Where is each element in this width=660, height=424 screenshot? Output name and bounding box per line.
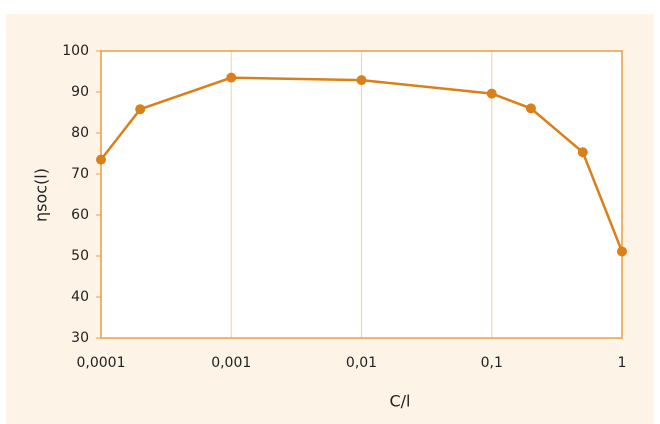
point bbox=[135, 104, 146, 115]
x-axis-label: C/l bbox=[389, 392, 410, 411]
y-tick-label: 90 bbox=[71, 84, 89, 100]
line bbox=[100, 76, 624, 252]
x-tick-label: 1 bbox=[618, 355, 627, 371]
y-tick-label: 40 bbox=[71, 289, 89, 305]
x-tick-label: 0,0001 bbox=[77, 355, 126, 371]
point bbox=[226, 72, 237, 83]
y-tick-label: 60 bbox=[71, 207, 89, 223]
point bbox=[356, 75, 367, 86]
y-tick-label: 100 bbox=[62, 43, 89, 59]
y-axis-label: ηsoc(l) bbox=[32, 168, 51, 222]
plot-border bbox=[100, 50, 623, 339]
y-tick-label: 50 bbox=[71, 248, 89, 264]
point bbox=[96, 154, 106, 165]
point bbox=[486, 88, 497, 99]
point bbox=[525, 103, 536, 114]
y-tick-label: 80 bbox=[71, 125, 89, 141]
y-tick-label: 70 bbox=[71, 166, 89, 182]
x-tick-label: 0,001 bbox=[211, 355, 251, 371]
point bbox=[577, 147, 588, 158]
point bbox=[617, 246, 627, 257]
y-tick-label: 30 bbox=[71, 330, 89, 346]
x-tick-label: 0,1 bbox=[481, 355, 503, 371]
x-tick-label: 0,01 bbox=[346, 355, 377, 371]
